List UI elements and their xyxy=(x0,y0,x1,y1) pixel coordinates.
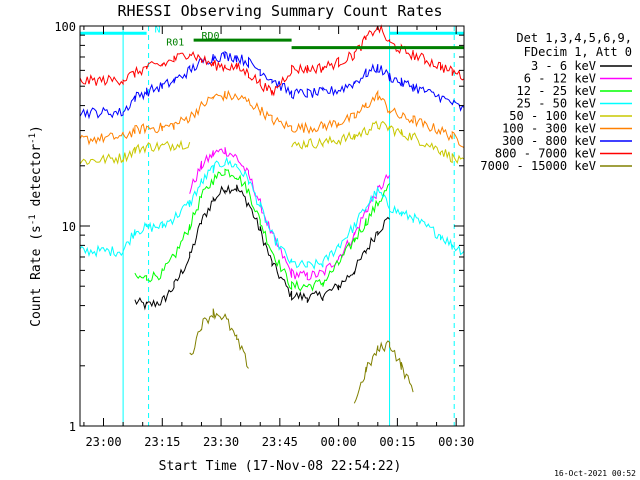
series-300-800kev xyxy=(79,50,465,120)
series-line xyxy=(79,24,465,97)
legend-label: 3 - 6 keV xyxy=(531,59,596,73)
series-line xyxy=(291,120,465,165)
series-25-50kev xyxy=(79,156,465,271)
x-tick-label: 00:30 xyxy=(438,435,474,449)
x-tick-label: 23:15 xyxy=(144,435,180,449)
timestamp: 16-Oct-2021 00:52 xyxy=(554,469,636,478)
y-axis-label-sup: -1 xyxy=(28,133,38,144)
y-axis-label-part: Count Rate (s xyxy=(29,225,44,327)
axis-frame xyxy=(79,25,465,427)
series-7000-15000kev xyxy=(189,308,414,404)
series-6-12kev xyxy=(189,147,391,281)
flag-label: RD0 xyxy=(201,31,219,42)
legend: Det 1,3,4,5,6,9, FDecim 1, Att 0 3 - 6 k… xyxy=(480,31,632,173)
series-50-100kev xyxy=(79,120,465,165)
series-line xyxy=(134,184,390,311)
series-line xyxy=(134,168,390,292)
legend-label: 800 - 7000 keV xyxy=(495,147,596,161)
y-axis-label-part: detector xyxy=(29,144,44,215)
axis-ticks: 23:00 23:15 23:30 23:45 00:00 00:15 00:30 1 10 10… xyxy=(54,20,474,449)
legend-label: 100 - 300 keV xyxy=(502,122,596,136)
plot-area: N RD0 R01 xyxy=(79,24,465,426)
x-tick-label: 23:00 xyxy=(85,435,121,449)
series-line xyxy=(353,340,414,404)
series-line xyxy=(79,89,465,148)
legend-header-line: FDecim 1, Att 0 xyxy=(524,45,632,59)
series-line xyxy=(79,156,465,271)
x-axis-label: Start Time (17-Nov-08 22:54:22) xyxy=(159,459,402,474)
x-tick-label: 00:15 xyxy=(379,435,415,449)
legend-label: 7000 - 15000 keV xyxy=(480,159,596,173)
chart-title: RHESSI Observing Summary Count Rates xyxy=(117,2,442,20)
x-tick-label: 23:30 xyxy=(203,435,239,449)
legend-label: 12 - 25 keV xyxy=(517,84,596,98)
legend-label: 300 - 800 keV xyxy=(502,134,596,148)
flag-label: R01 xyxy=(166,37,184,48)
x-tick-label: 00:00 xyxy=(321,435,357,449)
legend-label: 25 - 50 keV xyxy=(517,97,596,111)
legend-header-line: Det 1,3,4,5,6,9, xyxy=(516,31,632,45)
series-12-25kev xyxy=(134,168,390,292)
flag-label: N xyxy=(154,24,160,35)
y-tick-label: 100 xyxy=(54,20,76,34)
y-axis-label: Count Rate (s-1 detector-1) xyxy=(28,125,44,327)
y-tick-label: 10 xyxy=(62,220,76,234)
x-tick-label: 23:45 xyxy=(262,435,298,449)
series-line xyxy=(79,50,465,120)
series-line xyxy=(189,147,391,281)
y-axis-label-part: ) xyxy=(29,125,44,133)
y-tick-label: 1 xyxy=(69,420,76,434)
legend-label: 6 - 12 keV xyxy=(524,72,596,86)
series-line xyxy=(189,308,249,369)
series-100-300kev xyxy=(79,89,465,148)
series-800-7000kev xyxy=(79,24,465,97)
series-line xyxy=(79,139,191,165)
legend-label: 50 - 100 keV xyxy=(509,109,596,123)
series-3-6kev xyxy=(134,184,390,311)
y-axis-label-sup: -1 xyxy=(28,214,38,225)
